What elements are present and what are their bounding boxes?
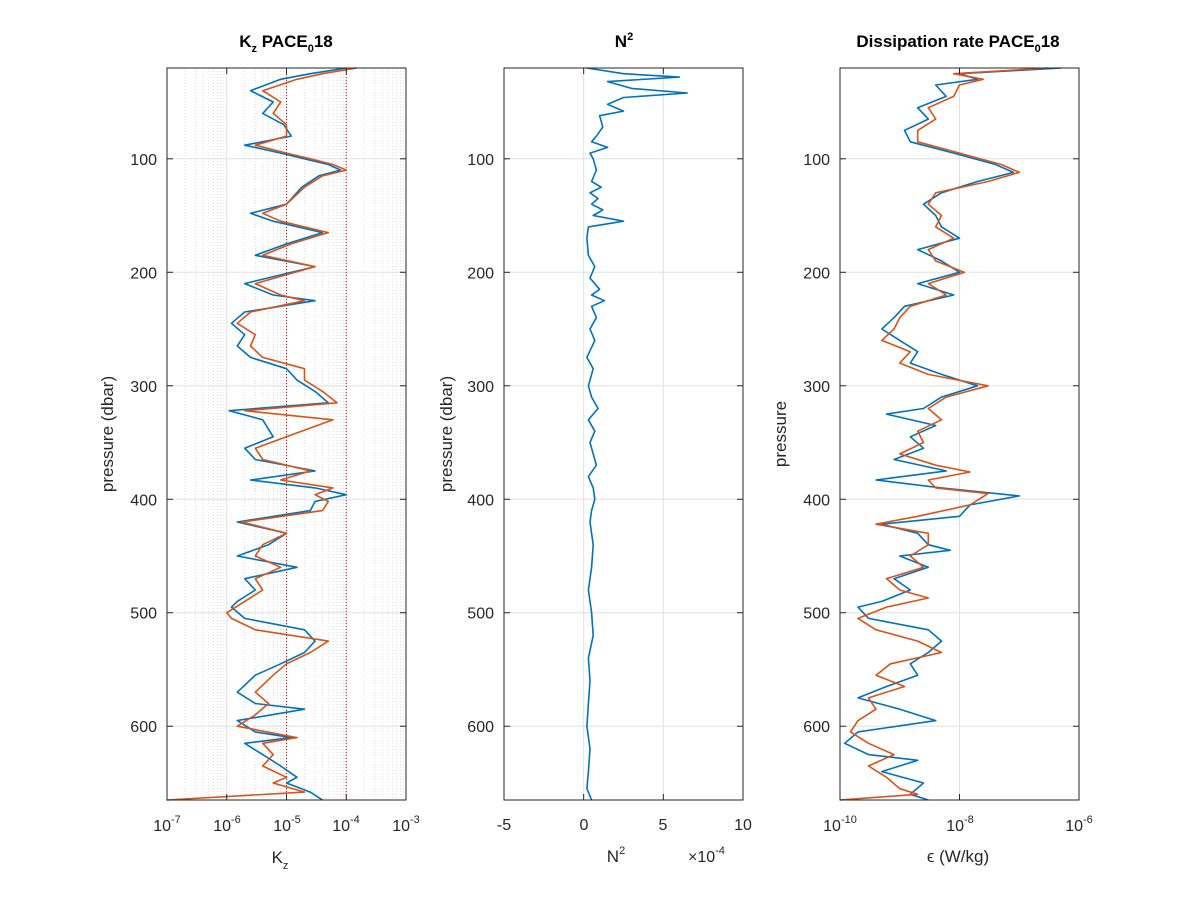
series-line-blue (843, 67, 1062, 801)
x-tick-labels: 10-10 10-8 10-6 (823, 814, 1093, 835)
panel-title: Dissipation rate PACE018 (856, 32, 1059, 55)
series-line-blue (586, 67, 689, 801)
x-tick-label: 10-5 (273, 814, 301, 835)
panel-kz: Kz PACE018 10-7 10-6 10-5 10-4 10-3 100 2… (98, 32, 420, 872)
y-tick-label: 200 (467, 265, 494, 282)
panel-dissipation: Dissipation rate PACE018 10-10 10-8 10-6… (771, 32, 1093, 866)
y-tick-label: 200 (130, 265, 157, 282)
x-tick-label: 0 (580, 817, 589, 834)
x-tick-label: 5 (659, 817, 668, 834)
x-tick-label: 10-4 (332, 814, 360, 835)
y-tick-label: 100 (803, 152, 830, 169)
y-axis-label: pressure (dbar) (98, 376, 117, 492)
ticks (503, 68, 744, 800)
plot-area (504, 68, 743, 800)
y-tick-label: 300 (467, 379, 494, 396)
grid (166, 68, 407, 800)
x-tick-label: 10 (734, 817, 752, 834)
y-tick-label: 500 (803, 606, 830, 623)
x-axis-label: Kz (272, 848, 289, 872)
series-group (166, 67, 357, 801)
series-line-orange (166, 67, 357, 801)
y-tick-label: 100 (467, 152, 494, 169)
x-tick-label: 10-3 (392, 814, 420, 835)
y-tick-labels: 100 200 300 400 500 600 (130, 152, 157, 736)
series-group (586, 67, 689, 801)
ticks (166, 68, 407, 800)
y-tick-labels: 100 200 300 400 500 600 (467, 152, 494, 736)
series-line-blue (228, 67, 348, 801)
y-tick-label: 500 (130, 606, 157, 623)
y-tick-label: 400 (130, 492, 157, 509)
y-tick-label: 600 (467, 719, 494, 736)
y-tick-label: 500 (467, 606, 494, 623)
x-tick-labels: -5 0 5 10 (497, 817, 752, 834)
panel-title: N2 (615, 31, 633, 51)
series-line-orange (839, 67, 1048, 801)
x-tick-label: 10-6 (213, 814, 241, 835)
x-axis-exponent: ×10-4 (688, 845, 725, 866)
y-tick-label: 600 (803, 719, 830, 736)
y-tick-label: 400 (467, 492, 494, 509)
y-tick-labels: 100 200 300 400 500 600 (803, 152, 830, 736)
x-tick-label: 10-7 (153, 814, 181, 835)
x-tick-label: 10-10 (823, 814, 857, 835)
x-tick-label: -5 (497, 817, 511, 834)
y-axis-label: pressure (dbar) (437, 376, 456, 492)
panel-title: Kz PACE018 (239, 32, 333, 55)
x-tick-labels: 10-7 10-6 10-5 10-4 10-3 (153, 814, 420, 835)
y-tick-label: 600 (130, 719, 157, 736)
x-axis-label: N2 (607, 845, 625, 866)
ticks (839, 68, 1080, 800)
y-tick-label: 300 (803, 379, 830, 396)
x-axis-label: ϵ (W/kg) (927, 847, 989, 866)
x-tick-label: 10-6 (1065, 814, 1093, 835)
y-axis-label: pressure (771, 401, 790, 467)
axes-box (503, 67, 744, 801)
y-tick-label: 400 (803, 492, 830, 509)
y-tick-label: 300 (130, 379, 157, 396)
series-group (839, 67, 1062, 801)
y-tick-label: 100 (130, 152, 157, 169)
y-tick-label: 200 (803, 265, 830, 282)
x-tick-label: 10-8 (946, 814, 974, 835)
